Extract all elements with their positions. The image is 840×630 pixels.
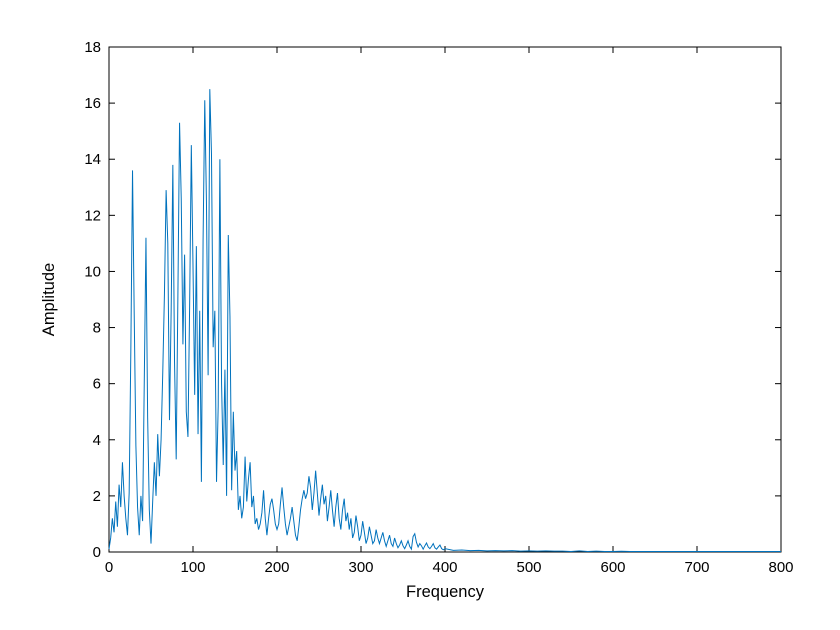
x-tick-label: 200 bbox=[264, 559, 289, 576]
y-tick-label: 16 bbox=[84, 95, 101, 112]
x-tick-label: 400 bbox=[432, 559, 457, 576]
y-tick-label: 12 bbox=[84, 207, 101, 224]
y-tick-label: 0 bbox=[93, 544, 101, 561]
y-tick-label: 4 bbox=[93, 432, 101, 449]
x-tick-label: 600 bbox=[600, 559, 625, 576]
y-tick-label: 10 bbox=[84, 263, 101, 280]
x-tick-label: 800 bbox=[768, 559, 793, 576]
y-tick-label: 2 bbox=[93, 488, 101, 505]
x-tick-label: 0 bbox=[105, 559, 113, 576]
x-tick-label: 500 bbox=[516, 559, 541, 576]
spectrum-chart: 0 100 200 300 400 500 600 700 800 0 2 4 6 8 10 12 14 16 18… bbox=[0, 0, 840, 630]
y-axis-label: Amplitude bbox=[40, 263, 58, 336]
y-tick-label: 14 bbox=[84, 151, 101, 168]
y-tick-label: 8 bbox=[93, 320, 101, 337]
x-tick-label: 700 bbox=[684, 559, 709, 576]
x-axis-label: Frequency bbox=[406, 583, 485, 601]
y-tick-label: 6 bbox=[93, 376, 101, 393]
x-tick-label: 100 bbox=[180, 559, 205, 576]
chart-background bbox=[0, 0, 840, 630]
x-tick-label: 300 bbox=[348, 559, 373, 576]
y-tick-label: 18 bbox=[84, 39, 101, 56]
